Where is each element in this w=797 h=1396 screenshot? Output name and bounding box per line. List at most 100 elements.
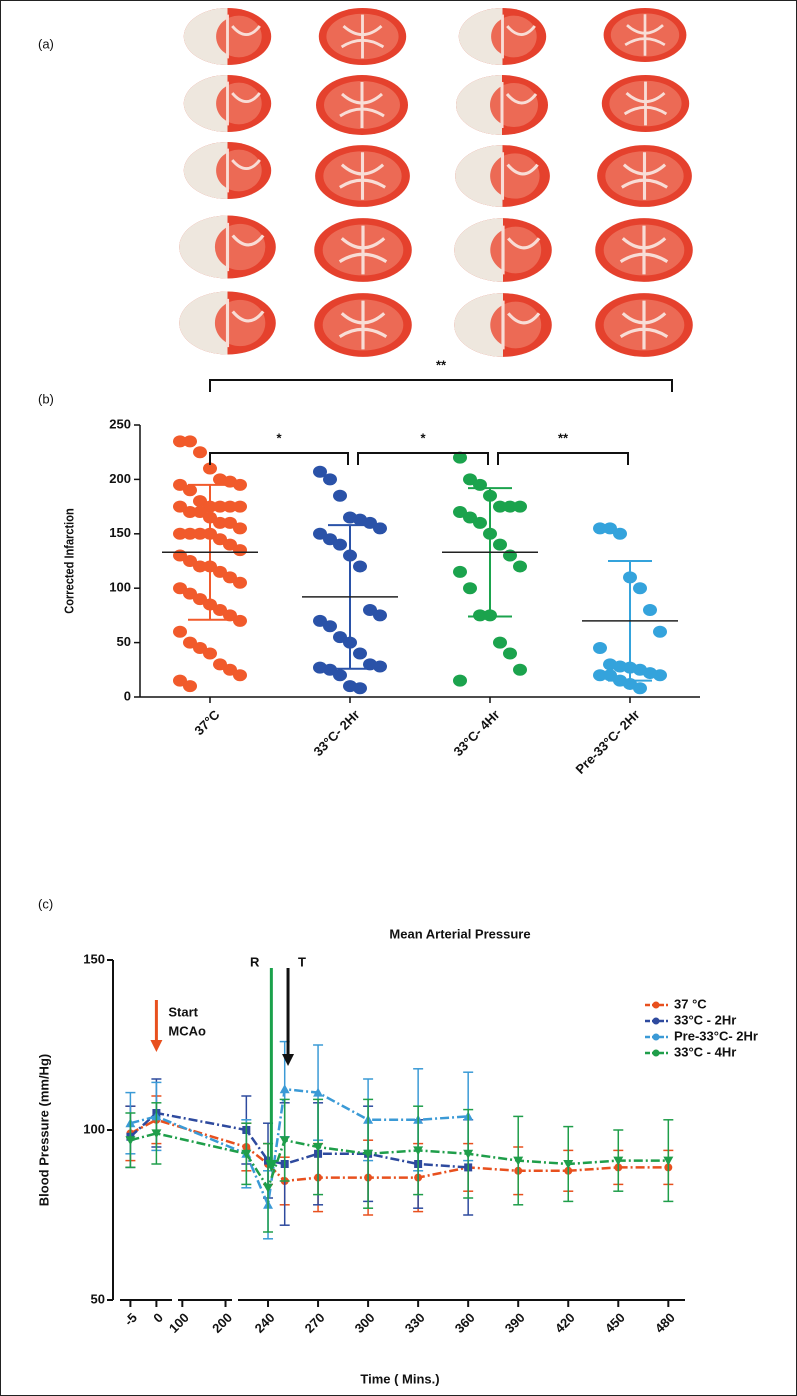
data-point (513, 663, 527, 676)
data-point (313, 1143, 324, 1152)
data-point (643, 603, 657, 616)
data-point (323, 473, 337, 486)
significance-bracket (209, 452, 349, 465)
legend-label: Pre-33°C- 2Hr (674, 1028, 758, 1043)
x-tick-label: 330 (402, 1310, 428, 1336)
x-axis-label: Time ( Mins.) (360, 1371, 439, 1386)
data-point (313, 465, 327, 478)
significance-label: ** (558, 430, 569, 445)
data-point (193, 527, 207, 540)
data-point (173, 500, 187, 513)
data-point (563, 1160, 574, 1169)
data-point (173, 527, 187, 540)
y-tick-label: 100 (83, 1121, 105, 1136)
brain-slice (312, 291, 414, 359)
brain-slice (593, 291, 695, 359)
x-tick-label: 100 (166, 1310, 192, 1336)
data-point (203, 462, 217, 475)
data-point (603, 522, 617, 535)
x-tick-label: 480 (652, 1310, 678, 1336)
legend-label: 33°C - 2Hr (674, 1012, 736, 1027)
data-point (373, 522, 387, 535)
data-point (241, 1149, 252, 1159)
annotation-text: T (298, 954, 306, 969)
data-point (313, 1087, 324, 1097)
data-point (279, 1136, 290, 1146)
data-point (493, 500, 507, 513)
y-tick-label: 50 (117, 634, 131, 649)
data-point (363, 603, 377, 616)
data-point (193, 506, 207, 519)
panel-label: (a) (38, 36, 54, 51)
data-point (323, 620, 337, 633)
brain-slice (317, 6, 408, 67)
data-point (151, 1129, 162, 1139)
significance-label: ** (436, 357, 447, 372)
brain-slice (454, 73, 550, 137)
data-point (233, 522, 247, 535)
data-point (223, 663, 237, 676)
data-point (233, 576, 247, 589)
significance-label: * (276, 430, 282, 445)
y-tick-label: 50 (91, 1291, 105, 1306)
data-point (503, 647, 517, 660)
data-point (263, 1183, 274, 1193)
brain-slice (593, 216, 695, 284)
legend-label: 33°C - 4Hr (674, 1044, 736, 1059)
y-tick-label: 0 (124, 688, 131, 703)
data-point (593, 642, 607, 655)
brain-slice (182, 6, 273, 67)
x-tick-label: 270 (302, 1310, 328, 1336)
data-point (173, 435, 187, 448)
data-point (183, 636, 197, 649)
data-point (663, 1156, 674, 1166)
y-tick-label: 150 (109, 525, 131, 540)
data-point (183, 555, 197, 567)
data-point (603, 669, 617, 682)
y-tick-label: 100 (109, 580, 131, 595)
data-point (453, 674, 467, 687)
panel-label: (c) (38, 896, 53, 911)
data-point (593, 522, 607, 535)
data-point (223, 516, 237, 529)
x-tick-label: 33°C- 4Hr (450, 707, 502, 759)
x-tick-label: 37°C (191, 707, 223, 739)
data-point (453, 565, 467, 578)
y-tick-label: 200 (109, 471, 131, 486)
x-tick-label: 420 (552, 1310, 578, 1336)
legend-label: 37 °C (674, 996, 707, 1011)
x-tick-label: 390 (502, 1310, 528, 1336)
data-point (493, 636, 507, 649)
data-point (193, 495, 207, 508)
brain-slice (177, 213, 278, 281)
data-point (503, 500, 517, 513)
data-point (493, 538, 507, 551)
data-point (653, 625, 667, 638)
data-point (613, 1156, 624, 1166)
data-point (125, 1136, 136, 1146)
data-point (633, 582, 647, 595)
series-line (130, 1132, 669, 1191)
brain-slice (457, 6, 548, 67)
annotation-arrowhead (265, 1160, 278, 1172)
data-point (213, 533, 227, 546)
data-point (183, 506, 197, 519)
x-tick-label: 450 (602, 1310, 628, 1336)
data-point (213, 500, 227, 513)
data-point (333, 631, 347, 644)
brain-slice (452, 216, 554, 284)
data-point (223, 571, 237, 584)
data-point (193, 560, 207, 573)
data-point (233, 478, 247, 491)
y-axis-label: Blood Pressure (mm/Hg) (36, 1054, 51, 1206)
data-point (333, 489, 347, 502)
data-point (313, 614, 327, 627)
chart-title: Mean Arterial Pressure (389, 926, 530, 941)
data-point (233, 669, 247, 682)
significance-label: * (420, 430, 426, 445)
annotation-text: MCAo (168, 1023, 206, 1038)
data-point (413, 1146, 424, 1156)
legend-marker (652, 1049, 660, 1057)
brain-slices (177, 6, 695, 359)
x-tick-label: 33°C- 2Hr (310, 707, 362, 759)
